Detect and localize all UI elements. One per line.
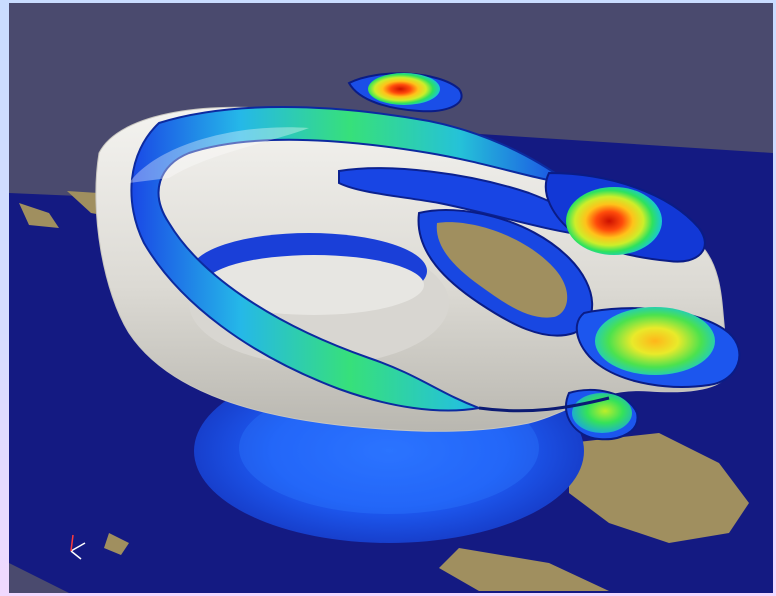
green-band	[130, 106, 573, 412]
xyz-axes-icon	[70, 534, 86, 560]
warm-spot-lower-right	[595, 307, 715, 375]
scene-svg	[9, 72, 773, 593]
render-viewport[interactable]	[9, 3, 773, 593]
hot-spot-right	[566, 187, 662, 255]
specular-highlight	[129, 127, 309, 183]
hot-spot-top	[368, 73, 440, 105]
inner-loop-land	[436, 222, 568, 318]
front-lip	[478, 396, 610, 413]
